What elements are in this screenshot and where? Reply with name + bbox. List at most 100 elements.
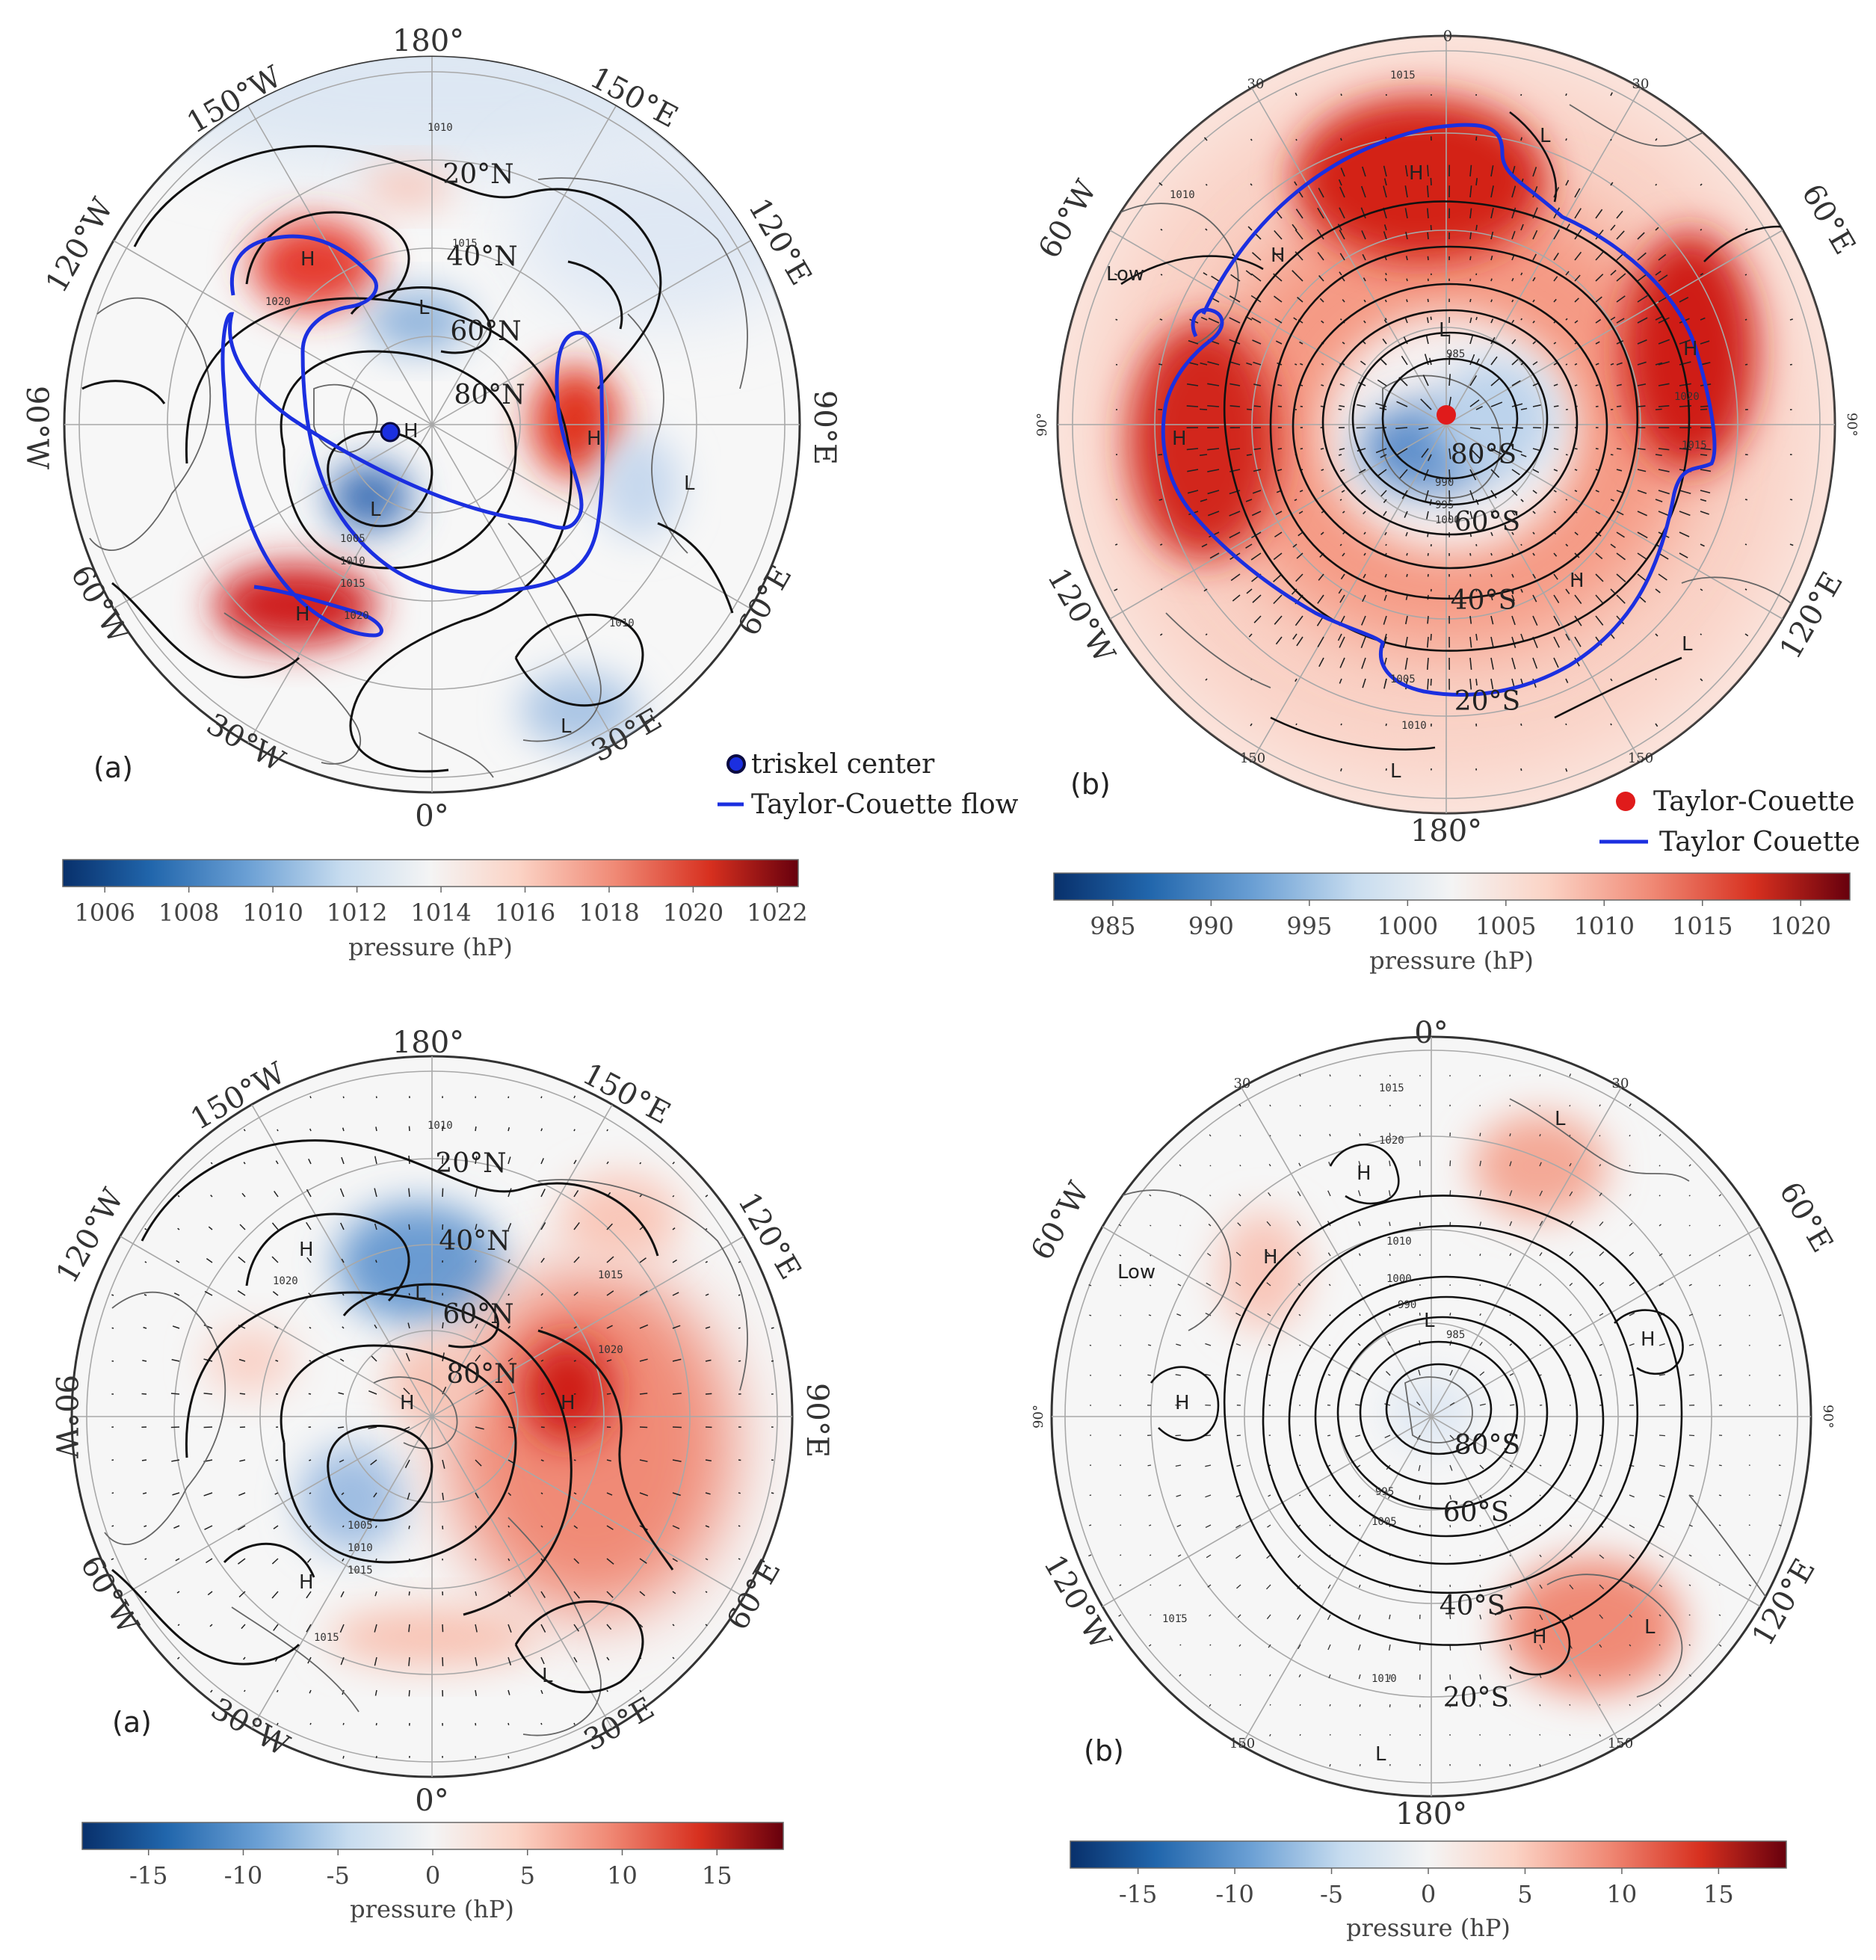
wind-vector <box>1449 1369 1453 1376</box>
wind-vector <box>1490 278 1493 282</box>
wind-vector <box>375 1722 377 1726</box>
wind-vector <box>1469 232 1472 240</box>
high-center: H <box>1172 428 1187 450</box>
graticule <box>72 1056 792 1777</box>
wind-vector <box>705 1492 711 1495</box>
wind-vector <box>1355 1434 1361 1437</box>
wind-vector <box>1616 210 1623 219</box>
wind-vector <box>1509 1161 1512 1167</box>
wind-vector <box>1338 588 1342 594</box>
wind-vector <box>1297 1614 1301 1621</box>
wind-vector <box>1235 1554 1241 1559</box>
wind-vector <box>1718 1524 1721 1526</box>
wind-vector <box>1659 1674 1661 1676</box>
wind-vector <box>1250 138 1253 141</box>
wind-vector <box>1659 1165 1661 1167</box>
wind-vector <box>1363 277 1366 282</box>
wind-vector <box>1595 296 1602 303</box>
wind-vector <box>306 1189 312 1198</box>
wind-vector <box>1404 615 1408 625</box>
wind-vector <box>1479 1614 1482 1620</box>
wind-vector <box>1405 531 1408 537</box>
wind-vector <box>1629 1494 1635 1498</box>
wind-vector <box>1469 399 1480 407</box>
wind-vector <box>573 1360 576 1362</box>
wind-vector <box>1268 1494 1271 1497</box>
wind-vector <box>540 1257 545 1263</box>
wind-vector <box>1679 511 1691 517</box>
wind-vector <box>1149 1284 1152 1286</box>
wind-vector <box>1358 1221 1361 1227</box>
wind-vector <box>309 1459 312 1461</box>
wind-vector <box>1688 1524 1693 1527</box>
wind-vector <box>1565 363 1568 366</box>
lon-label: 180° <box>1395 1797 1467 1831</box>
wind-vector <box>1595 511 1601 514</box>
wind-vector <box>275 1459 279 1461</box>
colorbar-ramp <box>81 1822 784 1850</box>
wind-vector <box>1239 1165 1241 1167</box>
wind-vector <box>1118 1224 1122 1227</box>
wind-vector <box>1490 552 1493 556</box>
wind-vector <box>1539 1464 1542 1467</box>
wind-vector <box>1553 636 1560 648</box>
lon-label: 60°E <box>1772 1177 1839 1259</box>
wind-vector <box>1149 1524 1152 1526</box>
wind-vector <box>171 1359 180 1362</box>
graticule <box>1052 1037 1811 1796</box>
isobar-value: 1010 <box>340 555 365 567</box>
wind-vector <box>271 1591 279 1599</box>
wind-vector <box>207 1591 213 1596</box>
wind-vector <box>672 1325 681 1329</box>
wind-vector <box>573 1657 578 1662</box>
colorbar-ramp <box>1053 872 1851 901</box>
wind-vector <box>1358 1494 1361 1498</box>
wind-vector <box>1207 383 1220 386</box>
wind-vector <box>1539 1644 1543 1651</box>
wind-vector <box>371 1355 377 1362</box>
wind-vector <box>672 1657 675 1659</box>
wind-vector <box>1176 1343 1182 1346</box>
wind-vector <box>306 1221 312 1230</box>
lat-label: 20°S <box>1454 686 1520 717</box>
wind-vector <box>1569 1191 1573 1197</box>
wind-vector <box>1337 633 1342 641</box>
wind-vector <box>1778 1524 1782 1526</box>
wind-vector <box>1363 573 1366 579</box>
wind-vector <box>1253 361 1262 366</box>
wind-vector <box>672 1525 680 1529</box>
wind-vector <box>1610 454 1614 456</box>
wind-vector <box>176 1260 180 1263</box>
wind-vector <box>1511 490 1518 496</box>
wind-vector <box>1360 490 1366 495</box>
wind-vector <box>1778 1314 1782 1316</box>
wind-vector <box>1384 278 1387 282</box>
wind-vector <box>606 1393 611 1395</box>
wind-vector <box>1340 138 1342 141</box>
wind-vector <box>442 1624 444 1633</box>
wind-vector <box>1200 499 1208 502</box>
wind-vector <box>1574 320 1579 324</box>
colorbar-tick-label: 1010 <box>1574 912 1635 940</box>
colorbar-ticks: 1006 1008 1010 1012 1014 1016 1018 1020 1022 <box>75 887 808 927</box>
colorbar-title: pressure (hP) <box>1346 1914 1511 1942</box>
wind-vector <box>1610 633 1615 639</box>
wind-vector <box>1479 1524 1481 1527</box>
wind-vector <box>1207 361 1220 366</box>
wind-vector <box>540 1657 545 1665</box>
wind-vector <box>540 1158 544 1165</box>
wind-vector <box>1700 340 1710 345</box>
wind-vector <box>1317 594 1324 604</box>
wind-vector <box>738 1360 741 1362</box>
wind-vector <box>1599 1251 1605 1257</box>
wind-vector <box>1404 511 1408 518</box>
wind-vector <box>1318 573 1324 581</box>
colorbar-ticks: 985 990 995 1000 1005 1010 1015 1020 <box>1090 900 1831 940</box>
wind-vector <box>341 1492 345 1496</box>
wind-vector <box>1610 499 1614 502</box>
lon-label: 180° <box>392 1026 464 1060</box>
wind-vector <box>1532 277 1536 282</box>
isobar-value: 1010 <box>348 1542 373 1554</box>
wind-vector <box>1469 552 1472 556</box>
wind-vector <box>1389 1160 1391 1167</box>
